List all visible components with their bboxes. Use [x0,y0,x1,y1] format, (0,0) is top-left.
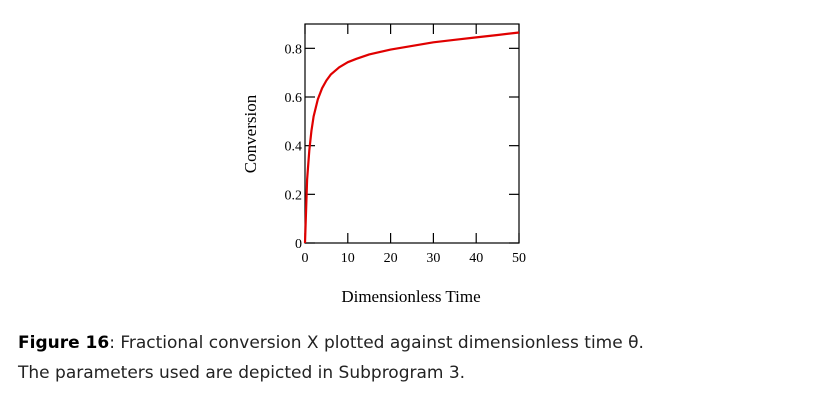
y-axis-title: Conversion [241,94,260,173]
y-tick-label: 0 [295,237,302,252]
axis-tick-labels: 0 10 20 30 40 50 0 0.2 0.4 0.6 0.8 [285,42,527,266]
x-tick-label: 10 [341,251,355,266]
conversion-chart: 0 10 20 30 40 50 0 0.2 0.4 0.6 0.8 Dimensionless T… [241,23,527,306]
x-tick-label: 20 [384,251,398,266]
caption-line-1: Figure 16: Fractional conversion X plott… [18,328,808,358]
y-tick-label: 0.4 [285,140,303,155]
y-tick-label: 0.8 [285,42,303,57]
x-tick-label: 0 [302,251,309,266]
x-axis-title: Dimensionless Time [341,287,480,306]
figure-caption: Figure 16: Fractional conversion X plott… [18,328,808,388]
x-tick-label: 30 [426,251,440,266]
caption-line-2: The parameters used are depicted in Subp… [18,363,466,383]
figure-label: Figure 16 [18,333,110,353]
caption-text-1: : Fractional conversion X plotted agains… [109,333,644,353]
conversion-curve [303,31,520,244]
y-tick-label: 0.6 [285,91,303,106]
axis-ticks [304,24,520,244]
x-tick-label: 50 [512,251,526,266]
y-tick-label: 0.2 [285,188,303,203]
x-tick-label: 40 [469,251,483,266]
plot-frame [304,23,520,244]
